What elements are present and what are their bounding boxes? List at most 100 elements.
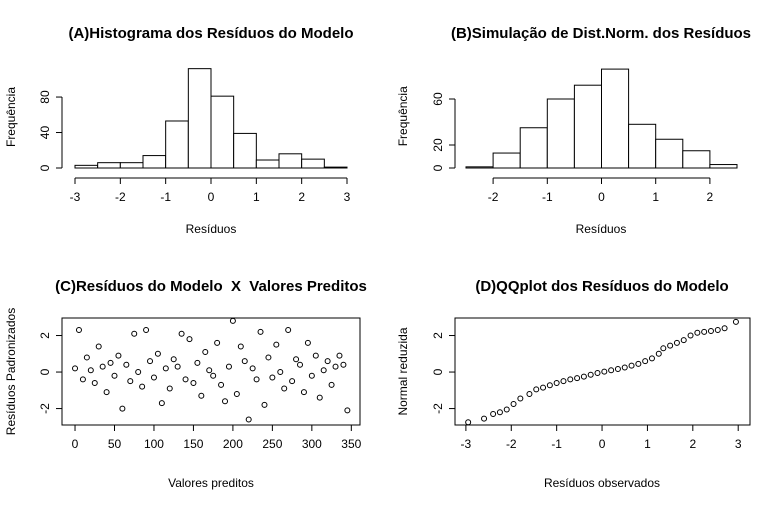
y-axis-label: Frequência <box>4 87 18 147</box>
point <box>587 371 594 378</box>
point <box>265 354 272 361</box>
point <box>139 383 146 390</box>
point <box>687 332 694 339</box>
point <box>190 380 197 387</box>
point <box>297 361 304 368</box>
chart-title: (D)QQplot dos Resíduos do Modelo <box>475 278 728 295</box>
x-axis-label: Resíduos <box>576 222 627 236</box>
point <box>533 386 540 393</box>
x-axis-label: Resíduos <box>186 222 237 236</box>
point <box>147 358 154 365</box>
point <box>206 367 213 374</box>
point <box>660 345 667 352</box>
x-tick-label: 2 <box>707 190 714 204</box>
point <box>567 376 574 383</box>
point <box>150 374 157 381</box>
point <box>253 376 260 383</box>
point <box>304 339 311 346</box>
point <box>546 382 553 389</box>
point <box>324 358 331 365</box>
point <box>316 394 323 401</box>
point <box>293 356 300 363</box>
x-tick-label: 50 <box>108 437 122 451</box>
point <box>75 327 82 334</box>
point <box>694 329 701 336</box>
point <box>99 363 106 370</box>
point <box>103 389 110 396</box>
point <box>198 392 205 399</box>
y-tick-label: -2 <box>431 403 445 414</box>
chart-title: (A)Histograma dos Resíduos do Modelo <box>68 25 353 42</box>
x-tick-label: 300 <box>302 437 322 451</box>
y-tick-label: 0 <box>38 368 52 375</box>
histogram-bar <box>165 120 189 169</box>
x-tick-label: -1 <box>542 190 553 204</box>
point <box>202 348 209 355</box>
point <box>241 358 248 365</box>
point <box>707 327 714 334</box>
y-tick-label: 60 <box>431 92 445 106</box>
point <box>621 364 628 371</box>
histogram-bar <box>709 164 738 169</box>
point <box>540 384 547 391</box>
point <box>481 415 488 422</box>
point <box>673 339 680 346</box>
point <box>628 362 635 369</box>
point <box>95 343 102 350</box>
histogram-bar <box>210 95 235 169</box>
chart-title: (C)Resíduos do Modelo X Valores Preditos <box>55 278 367 295</box>
point <box>174 363 181 370</box>
point <box>166 385 173 392</box>
point <box>91 380 98 387</box>
point <box>526 390 533 397</box>
point <box>119 405 126 412</box>
point <box>257 328 264 335</box>
histogram-bar <box>573 84 603 169</box>
point <box>490 411 497 418</box>
point <box>210 372 217 379</box>
point <box>87 367 94 374</box>
point <box>510 401 517 408</box>
histogram-bar <box>682 150 711 169</box>
point <box>517 395 524 402</box>
point <box>245 416 252 423</box>
point <box>143 327 150 334</box>
y-tick-label: 0 <box>38 164 52 171</box>
point <box>79 376 86 383</box>
point <box>648 355 655 362</box>
x-tick-label: 1 <box>253 190 260 204</box>
x-tick-label: -2 <box>488 190 499 204</box>
point <box>667 342 674 349</box>
point <box>83 354 90 361</box>
y-tick-label: 80 <box>38 90 52 104</box>
point <box>222 398 229 405</box>
point <box>277 369 284 376</box>
y-axis-label: Resíduos Padronizados <box>4 308 18 435</box>
histogram-bar <box>187 68 212 169</box>
point <box>574 375 581 382</box>
y-axis-label: Normal reduzida <box>396 327 410 415</box>
point <box>553 380 560 387</box>
point <box>642 358 649 365</box>
point <box>131 330 138 337</box>
x-tick-label: 0 <box>72 437 79 451</box>
point <box>312 352 319 359</box>
x-tick-label: 0 <box>208 190 215 204</box>
x-tick-label: -2 <box>506 437 517 451</box>
x-tick-label: 0 <box>599 437 606 451</box>
x-tick-label: 250 <box>262 437 282 451</box>
x-tick-label: 200 <box>223 437 243 451</box>
point <box>186 336 193 343</box>
point <box>655 350 662 357</box>
point <box>496 409 503 416</box>
histogram-bar <box>97 162 121 169</box>
x-tick-label: 100 <box>144 437 164 451</box>
point <box>273 341 280 348</box>
histogram-bar <box>323 166 348 169</box>
point <box>178 330 185 337</box>
x-tick-label: -3 <box>461 437 472 451</box>
point <box>328 381 335 388</box>
point <box>237 343 244 350</box>
x-tick-label: -2 <box>115 190 126 204</box>
